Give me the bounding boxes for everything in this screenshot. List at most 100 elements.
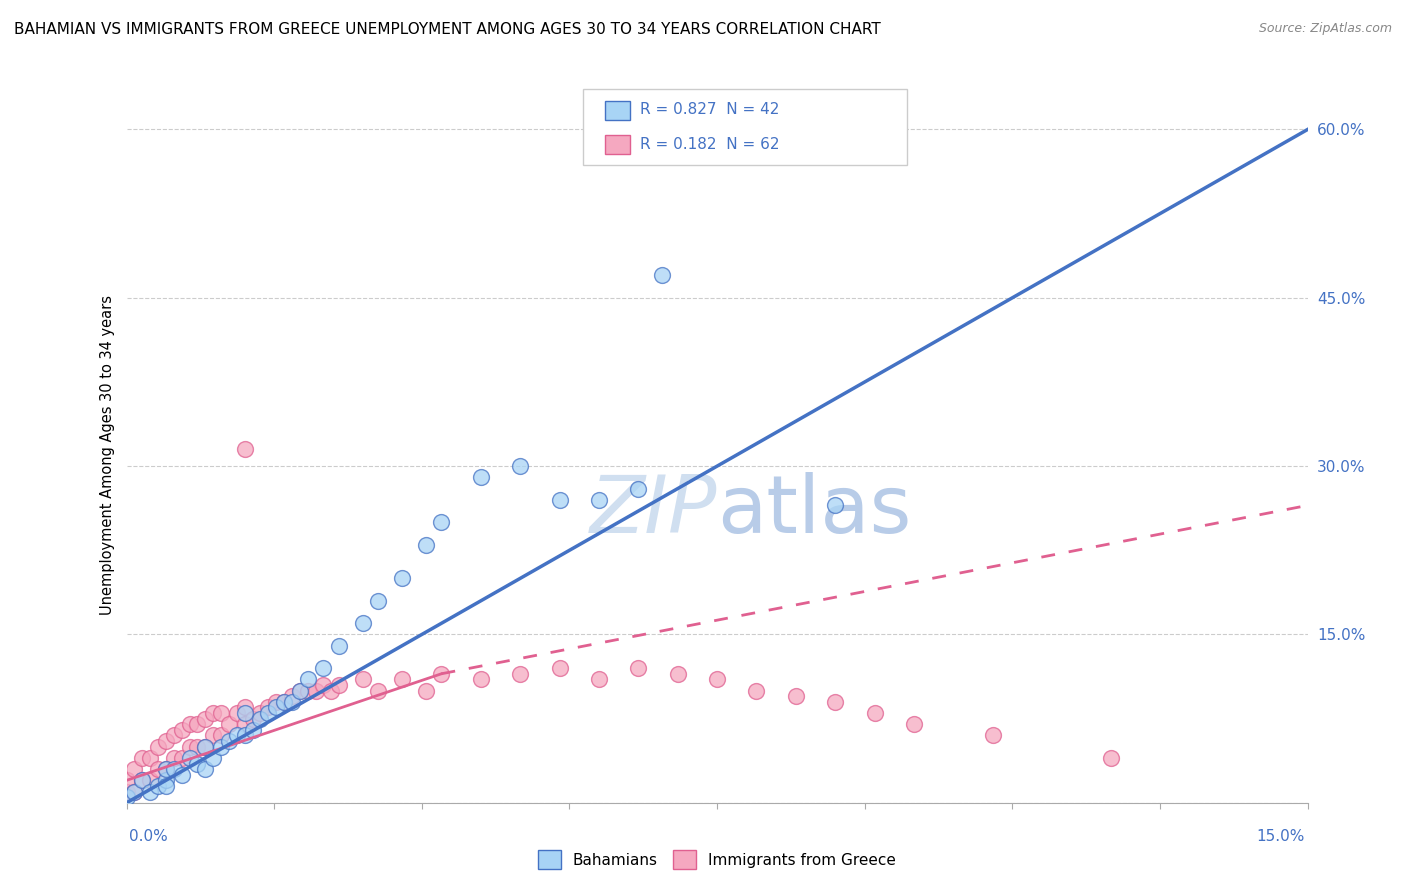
Point bbox=[194, 762, 217, 776]
Point bbox=[131, 773, 153, 788]
Point bbox=[194, 712, 217, 726]
Point bbox=[264, 695, 287, 709]
Point bbox=[124, 784, 146, 798]
Point bbox=[233, 717, 256, 731]
Point bbox=[257, 706, 280, 720]
Point bbox=[430, 666, 453, 681]
Text: ZIP: ZIP bbox=[589, 472, 717, 549]
Point bbox=[824, 695, 846, 709]
Point bbox=[170, 751, 193, 765]
Point bbox=[328, 639, 350, 653]
Point bbox=[627, 482, 650, 496]
Point bbox=[155, 734, 177, 748]
Point bbox=[155, 762, 177, 776]
Point bbox=[328, 678, 350, 692]
Point bbox=[297, 673, 319, 687]
Point bbox=[146, 779, 169, 793]
Y-axis label: Unemployment Among Ages 30 to 34 years: Unemployment Among Ages 30 to 34 years bbox=[100, 295, 115, 615]
Point bbox=[281, 689, 304, 703]
Point bbox=[242, 723, 264, 737]
Point bbox=[124, 784, 146, 798]
Point bbox=[218, 734, 240, 748]
Point bbox=[651, 268, 673, 283]
Point bbox=[627, 661, 650, 675]
Text: R = 0.182  N = 62: R = 0.182 N = 62 bbox=[640, 137, 779, 152]
Text: BAHAMIAN VS IMMIGRANTS FROM GREECE UNEMPLOYMENT AMONG AGES 30 TO 34 YEARS CORREL: BAHAMIAN VS IMMIGRANTS FROM GREECE UNEMP… bbox=[14, 22, 880, 37]
Point bbox=[509, 459, 531, 474]
Point bbox=[209, 706, 232, 720]
Point bbox=[470, 470, 492, 484]
Point bbox=[264, 700, 287, 714]
Point bbox=[1099, 751, 1122, 765]
Point bbox=[146, 739, 169, 754]
Point bbox=[548, 492, 571, 507]
Point bbox=[288, 683, 311, 698]
Point bbox=[981, 729, 1004, 743]
Text: 15.0%: 15.0% bbox=[1257, 830, 1305, 844]
Point bbox=[391, 571, 413, 585]
Point bbox=[824, 499, 846, 513]
Point bbox=[391, 673, 413, 687]
Point bbox=[218, 717, 240, 731]
Point bbox=[139, 773, 162, 788]
Point bbox=[131, 773, 153, 788]
Point bbox=[242, 712, 264, 726]
Point bbox=[170, 768, 193, 782]
Text: 0.0%: 0.0% bbox=[129, 830, 169, 844]
Point bbox=[202, 706, 225, 720]
Point bbox=[304, 683, 326, 698]
Point bbox=[706, 673, 728, 687]
Point bbox=[163, 729, 186, 743]
Point bbox=[233, 700, 256, 714]
Point bbox=[186, 717, 208, 731]
Point bbox=[249, 706, 271, 720]
Point bbox=[155, 779, 177, 793]
Point bbox=[233, 729, 256, 743]
Point bbox=[163, 751, 186, 765]
Point bbox=[179, 717, 201, 731]
Point bbox=[202, 729, 225, 743]
Point bbox=[146, 762, 169, 776]
Point bbox=[321, 683, 343, 698]
Point bbox=[186, 756, 208, 771]
Point bbox=[415, 538, 437, 552]
Point bbox=[288, 683, 311, 698]
Point bbox=[666, 666, 689, 681]
Point bbox=[785, 689, 807, 703]
Point bbox=[115, 773, 138, 788]
Point bbox=[225, 706, 247, 720]
Text: R = 0.827  N = 42: R = 0.827 N = 42 bbox=[640, 103, 779, 117]
Point bbox=[209, 729, 232, 743]
Point bbox=[367, 594, 389, 608]
Point bbox=[273, 695, 295, 709]
Point bbox=[179, 751, 201, 765]
Point bbox=[470, 673, 492, 687]
Point bbox=[155, 762, 177, 776]
Point bbox=[225, 729, 247, 743]
Text: Source: ZipAtlas.com: Source: ZipAtlas.com bbox=[1258, 22, 1392, 36]
Point bbox=[155, 773, 177, 788]
Point bbox=[209, 739, 232, 754]
Point bbox=[588, 673, 610, 687]
Point bbox=[588, 492, 610, 507]
Point bbox=[249, 712, 271, 726]
Point bbox=[179, 739, 201, 754]
Point bbox=[281, 695, 304, 709]
Point bbox=[124, 762, 146, 776]
Point bbox=[415, 683, 437, 698]
Point bbox=[297, 683, 319, 698]
Point bbox=[202, 751, 225, 765]
Point bbox=[233, 442, 256, 457]
Point bbox=[352, 673, 374, 687]
Point bbox=[863, 706, 886, 720]
Point bbox=[194, 739, 217, 754]
Point bbox=[352, 616, 374, 631]
Point bbox=[745, 683, 768, 698]
Point bbox=[312, 661, 335, 675]
Point bbox=[257, 700, 280, 714]
Text: atlas: atlas bbox=[717, 472, 911, 549]
Point bbox=[115, 784, 138, 798]
Point bbox=[548, 661, 571, 675]
Point bbox=[170, 723, 193, 737]
Point bbox=[509, 666, 531, 681]
